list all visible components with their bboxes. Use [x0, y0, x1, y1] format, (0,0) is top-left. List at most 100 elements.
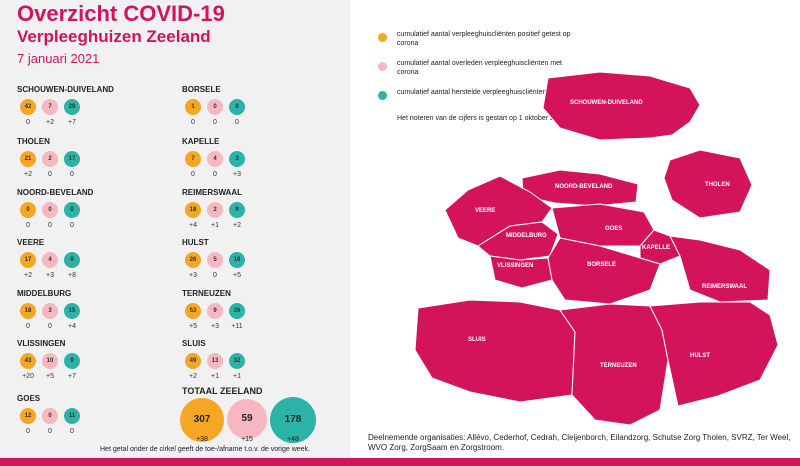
municipality-name: MIDDELBURG [17, 289, 72, 298]
municipality-name: VLISSINGEN [17, 339, 66, 348]
total-positive-delta: +38 [196, 436, 208, 443]
municipality-card: SCHOUWEN-DUIVELAND 42 7 29 0 +2 +7 [17, 85, 167, 129]
page-title: Overzicht COVID-19 [17, 1, 225, 26]
total-recovered-delta: +48 [287, 436, 299, 443]
report-date: 7 januari 2021 [17, 51, 100, 66]
map-region-veere [444, 175, 553, 247]
map-label-middelburg: MIDDELBURG [506, 233, 547, 239]
recovered-count-circle: 18 [229, 252, 245, 268]
municipality-name: BORSELE [182, 85, 221, 94]
municipality-card: REIMERSWAAL 18 2 9 +4 +1 +2 [182, 188, 332, 232]
recovered-count-circle: 15 [64, 303, 80, 319]
positive-count-circle: 7 [185, 151, 201, 167]
deceased-count-circle: 3 [42, 303, 58, 319]
municipality-name: SLUIS [182, 339, 206, 348]
deceased-delta: 0 [48, 323, 52, 330]
recovered-delta: 0 [235, 119, 239, 126]
recovered-delta: +4 [68, 323, 76, 330]
recovered-count-circle: 26 [229, 303, 245, 319]
bottom-bar [0, 458, 800, 466]
recovered-count-circle: 9 [64, 353, 80, 369]
recovered-count-circle: 0 [229, 99, 245, 115]
deceased-count-circle: 7 [42, 99, 58, 115]
positive-count-circle: 1 [185, 99, 201, 115]
deceased-delta: +1 [211, 373, 219, 380]
municipality-name: GOES [17, 394, 41, 403]
recovered-delta: +5 [233, 272, 241, 279]
deceased-delta: 0 [48, 428, 52, 435]
positive-delta: +2 [189, 373, 197, 380]
recovered-delta: +2 [233, 222, 241, 229]
municipality-name: VEERE [17, 238, 45, 247]
deceased-count-circle: 10 [42, 353, 58, 369]
total-title: TOTAAL ZEELAND [182, 386, 263, 396]
municipality-card: TERNEUZEN 53 9 26 +5 +3 +11 [182, 289, 332, 333]
statistics-panel [0, 0, 350, 458]
deceased-count-circle: 4 [207, 151, 223, 167]
pink-dot-icon [378, 62, 387, 71]
recovered-count-circle: 29 [64, 99, 80, 115]
positive-delta: +2 [24, 272, 32, 279]
positive-delta: 0 [26, 222, 30, 229]
deceased-delta: 0 [48, 171, 52, 178]
positive-delta: +20 [22, 373, 34, 380]
recovered-delta: +7 [68, 373, 76, 380]
map-label-kapelle: KAPELLE [642, 245, 670, 251]
deceased-count-circle: 2 [207, 202, 223, 218]
municipality-name: TERNEUZEN [182, 289, 231, 298]
map-region-hulst [649, 301, 779, 407]
deceased-delta: +2 [46, 119, 54, 126]
deceased-count-circle: 4 [42, 252, 58, 268]
deceased-count-circle: 0 [42, 408, 58, 424]
municipality-name: THOLEN [17, 137, 50, 146]
total-deceased-delta: +15 [241, 436, 253, 443]
participating-organisations: Deelnemende organisaties: Allévo, Cederh… [368, 433, 791, 452]
map-label-terneuzen: TERNEUZEN [600, 363, 637, 369]
recovered-delta: +8 [68, 272, 76, 279]
page-subtitle: Verpleeghuizen Zeeland [17, 27, 211, 46]
recovered-count-circle: 32 [229, 353, 245, 369]
municipality-card: MIDDELBURG 18 3 15 0 0 +4 [17, 289, 167, 333]
recovered-count-circle: 11 [64, 408, 80, 424]
map-label-hulst: HULST [690, 353, 710, 359]
recovered-delta: 0 [70, 428, 74, 435]
recovered-count-circle: 17 [64, 151, 80, 167]
positive-count-circle: 18 [185, 202, 201, 218]
legend-note: Het noteren van de cijfers is gestart op… [397, 115, 566, 122]
recovered-delta: +11 [231, 323, 243, 330]
positive-count-circle: 53 [185, 303, 201, 319]
recovered-count-circle: 3 [229, 151, 245, 167]
recovered-delta: +7 [68, 119, 76, 126]
recovered-delta: 0 [70, 171, 74, 178]
orange-dot-icon [378, 33, 387, 42]
recovered-count-circle: 9 [64, 252, 80, 268]
deceased-count-circle: 9 [207, 303, 223, 319]
map-label-tholen: THOLEN [705, 182, 730, 188]
positive-delta: 0 [191, 171, 195, 178]
deceased-delta: 0 [213, 171, 217, 178]
municipality-name: KAPELLE [182, 137, 220, 146]
map-region-tholen [663, 149, 753, 219]
positive-count-circle: 12 [20, 408, 36, 424]
map-label-noord-beveland: NOORD-BEVELAND [555, 184, 613, 190]
map-label-schouwen-duiveland: SCHOUWEN-DUIVELAND [570, 100, 643, 106]
positive-delta: 0 [26, 119, 30, 126]
map-label-sluis: SLUIS [468, 337, 486, 343]
total-deceased-circle: 59 [227, 399, 267, 439]
deceased-delta: +3 [46, 272, 54, 279]
total-positive-circle: 307 [180, 398, 224, 442]
positive-delta: +3 [189, 272, 197, 279]
footnote: Het getal onder de cirkel geeft de toe-/… [100, 446, 310, 453]
municipality-card: NOORD-BEVELAND 0 0 0 0 0 0 [17, 188, 167, 232]
municipality-name: REIMERSWAAL [182, 188, 242, 197]
deceased-delta: 0 [213, 272, 217, 279]
positive-delta: 0 [26, 323, 30, 330]
legend-label: cumulatief aantal herstelde verpleeghuis… [397, 89, 547, 96]
municipality-card: HULST 26 5 18 +3 0 +5 [182, 238, 332, 282]
deceased-count-circle: 13 [207, 353, 223, 369]
map-label-vlissingen: VLISSINGEN [497, 263, 533, 269]
zeeland-map: SCHOUWEN-DUIVELAND NOORD-BEVELAND THOLEN… [414, 71, 779, 426]
map-label-reimerswaal: REIMERSWAAL [702, 284, 747, 290]
positive-count-circle: 42 [20, 99, 36, 115]
map-region-sluis [414, 299, 576, 403]
